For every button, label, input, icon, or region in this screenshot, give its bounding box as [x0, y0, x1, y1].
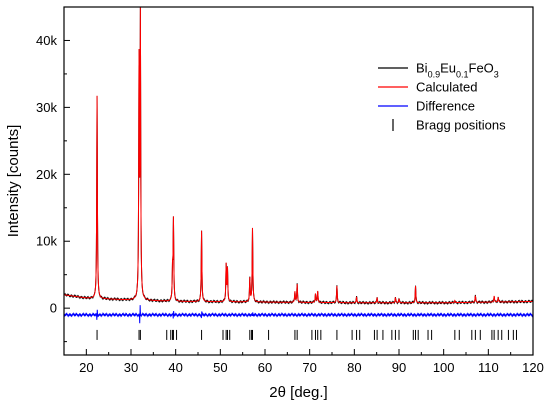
- legend-label: Calculated: [416, 80, 477, 95]
- x-tick-label: 120: [522, 360, 544, 375]
- y-tick-label: 20k: [36, 167, 57, 182]
- x-tick-label: 100: [433, 360, 455, 375]
- y-tick-label: 30k: [36, 100, 57, 115]
- legend-label: Bragg positions: [416, 118, 506, 133]
- x-tick-label: 80: [347, 360, 361, 375]
- x-tick-label: 60: [258, 360, 272, 375]
- legend-label-part: 0.9: [428, 70, 441, 80]
- y-tick-label: 0: [50, 301, 57, 316]
- x-tick-label: 40: [168, 360, 182, 375]
- x-tick-label: 50: [213, 360, 227, 375]
- x-tick-label: 90: [392, 360, 406, 375]
- plot-frame: [63, 6, 534, 356]
- x-tick-label: 70: [302, 360, 316, 375]
- legend-label-part: 0.1: [456, 70, 469, 80]
- legend-label: Difference: [416, 99, 475, 114]
- y-tick-label: 10k: [36, 234, 57, 249]
- x-axis-title: 2θ [deg.]: [269, 384, 327, 401]
- y-axis-title: Intensity [counts]: [5, 125, 22, 238]
- legend-label-part: Bi: [416, 61, 428, 76]
- legend-label-part: FeO: [469, 61, 494, 76]
- calculated-series-line: [64, 7, 533, 304]
- legend-label-part: 3: [494, 70, 499, 80]
- x-tick-label: 30: [124, 360, 138, 375]
- x-tick-label: 110: [478, 360, 499, 375]
- legend-label-part: Eu: [440, 61, 456, 76]
- legend-label: Bi0.9Eu0.1FeO3: [416, 61, 499, 80]
- difference-series-line: [64, 305, 533, 324]
- x-tick-label: 20: [79, 360, 93, 375]
- y-tick-label: 40k: [36, 33, 57, 48]
